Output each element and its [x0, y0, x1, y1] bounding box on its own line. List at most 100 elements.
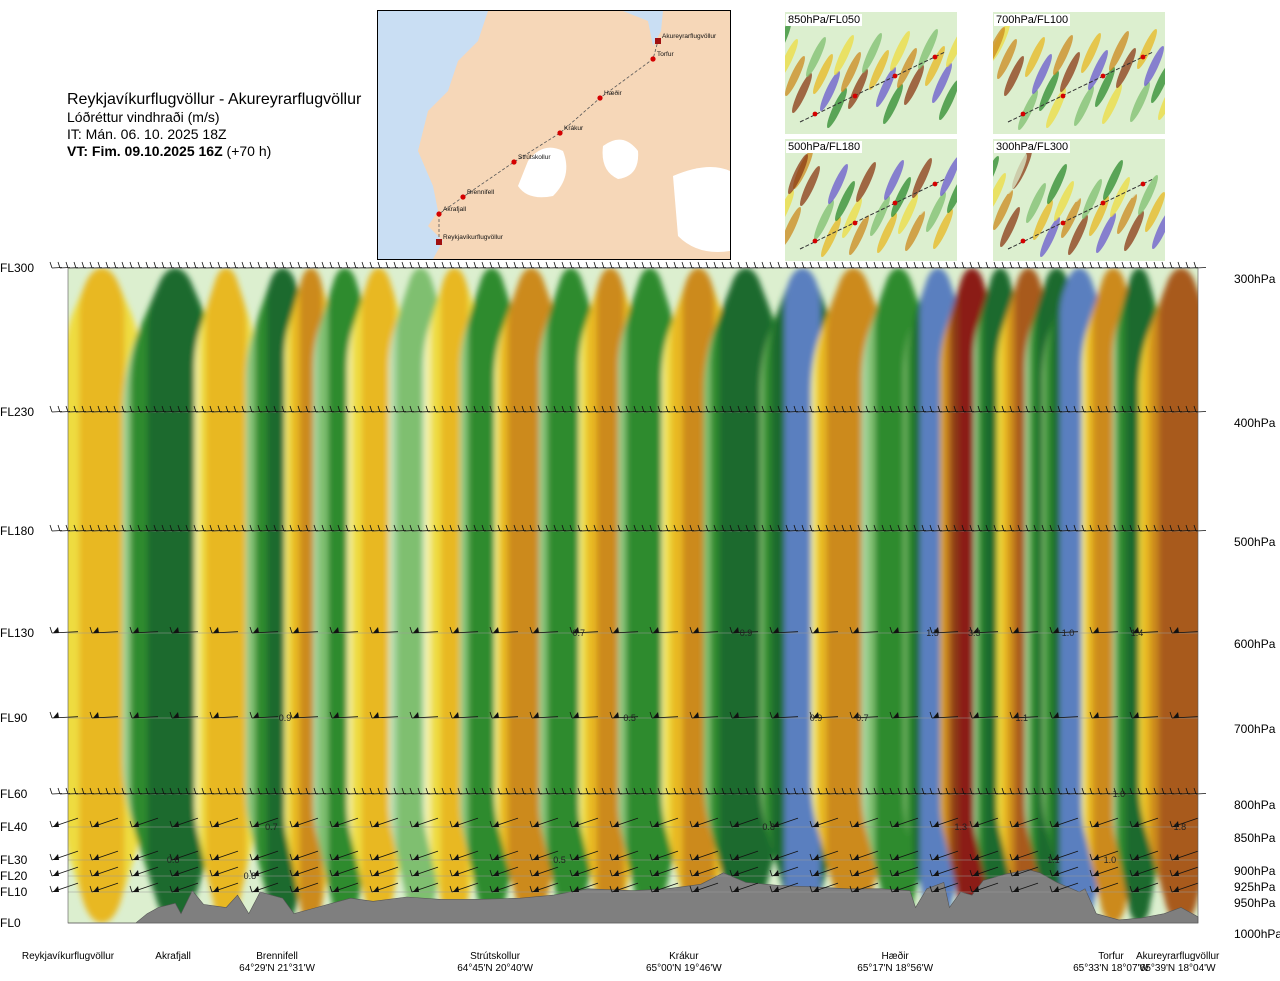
wind-barb — [937, 261, 951, 269]
wind-barb — [537, 261, 551, 269]
thumb-wave — [792, 72, 812, 114]
wind-barb — [689, 261, 703, 269]
thumb-wave — [884, 159, 904, 201]
wind-barb — [1089, 817, 1119, 828]
wind-barb — [809, 626, 839, 634]
wind-barb — [225, 261, 239, 269]
wind-barb — [329, 866, 359, 877]
svg-text:Akureyrarflugvöllur: Akureyrarflugvöllur — [662, 33, 717, 40]
thumb-wave — [1018, 89, 1038, 131]
wind-barb — [769, 711, 799, 719]
wind-barb — [929, 261, 943, 269]
wind-barb — [209, 866, 239, 877]
wind-barb — [369, 817, 399, 828]
thumb-point — [852, 93, 858, 99]
wind-barb — [401, 261, 415, 269]
wind-barb — [737, 261, 751, 269]
wind-barb — [577, 261, 591, 269]
wind-barb — [1009, 711, 1039, 719]
thumbnail-500[interactable]: 500hPa/FL180 — [785, 139, 957, 261]
wind-barb — [1049, 626, 1079, 634]
wind-barb — [121, 261, 135, 269]
wind-barb — [529, 817, 559, 828]
wind-barb — [809, 850, 839, 861]
wind-barb — [697, 261, 711, 269]
wind-barb — [529, 261, 543, 269]
thumb-wave — [1040, 216, 1060, 258]
wind-barb — [761, 261, 775, 269]
cross-section-chart: 0.6 0.8 0.7 0.9 0.5 0.7 0.5 0.9 0.9 0.8 0.7 1.5 3.3 1… — [49, 261, 1207, 924]
wind-barb — [817, 261, 831, 269]
thumb-wave — [807, 182, 827, 224]
thumb-wave — [925, 45, 945, 87]
wind-barb — [969, 882, 999, 893]
wind-barb — [865, 261, 879, 269]
thumb-wave — [841, 51, 861, 93]
wind-barb — [329, 711, 359, 719]
wind-barb — [1089, 261, 1103, 269]
wind-barb — [321, 261, 335, 269]
wave-band-contour — [212, 268, 240, 923]
wind-barb — [609, 711, 639, 719]
wind-barb — [289, 850, 319, 861]
wind-barb — [1193, 787, 1207, 795]
wind-barb — [729, 866, 759, 877]
thumbnail-700[interactable]: 700hPa/FL100 — [993, 12, 1165, 134]
thumb-wave — [993, 26, 1005, 68]
wind-barb — [209, 817, 239, 828]
thumbnail-300[interactable]: 300hPa/FL300 — [993, 139, 1165, 261]
wind-barb — [769, 882, 799, 893]
wind-barb — [529, 626, 559, 634]
location-name: Akureyrarflugvöllur — [1135, 951, 1220, 962]
contour-label: 0.7 — [573, 628, 586, 638]
wind-barb — [81, 261, 95, 269]
thumb-wave — [1117, 193, 1137, 235]
wind-barb — [129, 866, 159, 877]
wind-barb — [929, 711, 959, 719]
wind-barb — [169, 817, 199, 828]
thumb-point — [812, 111, 818, 117]
wind-barb — [417, 261, 431, 269]
thumb-route — [1007, 178, 1154, 250]
hpa-label: 900hPa — [1234, 864, 1276, 878]
wind-barb — [505, 261, 519, 269]
wind-barb — [249, 866, 279, 877]
route-map: Reykjavíkurflugvöllur Akrafjall Brennifell… — [377, 10, 731, 260]
thumb-wave — [1158, 79, 1165, 121]
wind-barb — [89, 850, 119, 861]
wind-barb — [633, 261, 647, 269]
wind-barb — [145, 261, 159, 269]
wind-barb — [489, 882, 519, 893]
terrain-profile — [68, 869, 1199, 924]
wind-barb — [1129, 850, 1159, 861]
wind-barb — [49, 405, 63, 413]
thumbnail-850[interactable]: 850hPa/FL050 — [785, 12, 957, 134]
svg-text:Brennifell: Brennifell — [467, 189, 495, 196]
thumb-wave — [997, 38, 1017, 80]
wind-barb — [625, 261, 639, 269]
fl-label: FL180 — [0, 524, 35, 538]
wind-barb — [657, 261, 671, 269]
wind-barb — [1169, 866, 1199, 877]
wind-barb — [329, 882, 359, 893]
wind-barb — [729, 817, 759, 828]
wind-barb — [409, 626, 439, 634]
thumbnail-label: 700hPa/FL100 — [994, 14, 1071, 26]
wind-barb — [249, 882, 279, 893]
thumb-point — [1060, 220, 1066, 226]
thumbnail-850-canvas — [785, 12, 957, 134]
wind-barb — [1193, 524, 1207, 532]
wind-barb — [369, 850, 399, 861]
thumb-wave — [1067, 68, 1087, 110]
thumb-wave — [877, 212, 897, 254]
map-waypoint: Hæðir — [597, 89, 623, 101]
wind-barb — [969, 261, 983, 269]
wind-barb — [1113, 261, 1127, 269]
thumb-wave — [1032, 53, 1052, 95]
wind-barb — [1049, 261, 1063, 269]
chart-header: Reykjavíkurflugvöllur - Akureyrarflugvöl… — [67, 90, 361, 160]
thumb-wave — [785, 189, 794, 231]
thumb-wave — [932, 62, 952, 104]
wind-barb — [1049, 882, 1079, 893]
wave-band-contour — [152, 268, 198, 923]
